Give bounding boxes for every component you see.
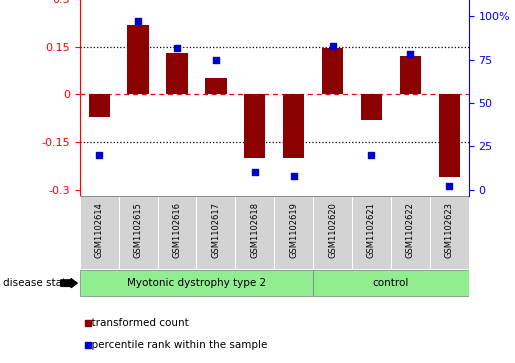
Point [173,45,181,50]
Bar [360,94,382,120]
Text: GSM1102615: GSM1102615 [134,202,143,258]
Text: GSM1102622: GSM1102622 [406,202,415,258]
Bar [313,270,469,296]
Bar [89,94,110,117]
Bar [400,56,421,94]
Bar [322,48,344,94]
Point [445,183,453,189]
Point [134,19,142,24]
Point [212,57,220,62]
Text: GSM1102614: GSM1102614 [95,202,104,258]
Text: GSM1102619: GSM1102619 [289,202,298,258]
Text: control: control [373,278,409,288]
Text: GSM1102617: GSM1102617 [212,202,220,258]
Text: GSM1102623: GSM1102623 [445,202,454,258]
Bar [438,94,460,177]
Text: transformed count: transformed count [85,318,188,328]
Text: percentile rank within the sample: percentile rank within the sample [85,340,267,350]
Text: Myotonic dystrophy type 2: Myotonic dystrophy type 2 [127,278,266,288]
Point [329,43,337,49]
Point [251,170,259,175]
Point [289,173,298,179]
Bar [127,25,149,94]
Point [406,52,415,57]
Text: GSM1102616: GSM1102616 [173,202,181,258]
Bar [205,78,227,94]
Bar [244,94,266,158]
Text: GSM1102620: GSM1102620 [328,202,337,258]
Point [367,152,375,158]
Bar [283,94,304,158]
Point [95,152,104,158]
Bar [166,53,188,94]
Text: disease state: disease state [3,278,72,288]
Bar [80,270,313,296]
Text: GSM1102621: GSM1102621 [367,202,376,258]
Text: GSM1102618: GSM1102618 [250,202,259,258]
